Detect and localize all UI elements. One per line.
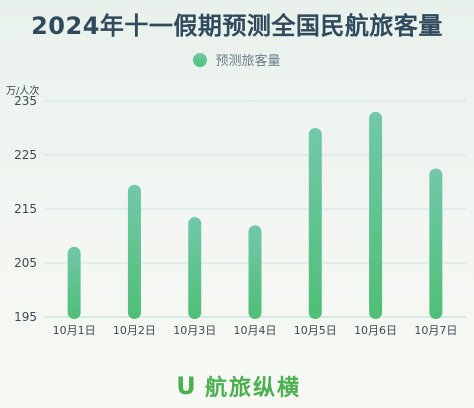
bar-4 [248, 225, 262, 319]
y-tick-label: 205 [14, 256, 37, 270]
brand-logo: U 航旅纵横 [0, 370, 474, 402]
logo-text: 航旅纵横 [204, 376, 301, 401]
legend-swatch [193, 52, 208, 67]
x-category-label: 10月7日 [414, 324, 457, 337]
bar-1 [67, 246, 81, 319]
bar-7 [429, 168, 443, 319]
x-category-label: 10月3日 [173, 324, 216, 337]
bar-3 [188, 217, 202, 319]
x-category-label: 10月6日 [354, 324, 397, 337]
legend-label: 预测旅客量 [215, 54, 281, 69]
y-tick-label: 235 [14, 94, 37, 108]
bar-2 [127, 184, 141, 319]
x-category-label: 10月2日 [113, 324, 156, 337]
y-tick-label: 195 [14, 310, 37, 324]
x-category-label: 10月5日 [294, 324, 337, 337]
y-tick-label: 215 [14, 202, 37, 216]
chart-legend: 预测旅客量 [0, 50, 474, 69]
chart-title: 2024年十一假期预测全国民航旅客量 [31, 12, 443, 40]
y-axis-unit-label: 万/人次 [6, 86, 40, 97]
y-tick-label: 225 [14, 148, 37, 162]
x-category-label: 10月1日 [53, 324, 96, 337]
bar-5 [308, 128, 322, 319]
bar-6 [369, 111, 383, 319]
x-category-label: 10月4日 [234, 324, 277, 337]
logo-mark-icon: U [176, 372, 196, 400]
